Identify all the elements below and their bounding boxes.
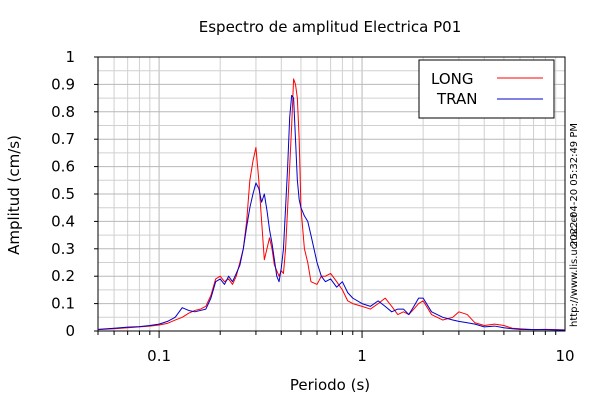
series-line-tran — [97, 94, 566, 331]
series-layer — [97, 78, 566, 331]
legend-label-long: LONG — [431, 70, 473, 88]
y-tick-label: 0.1 — [51, 295, 75, 313]
x-axis-label: Periodo (s) — [290, 376, 370, 394]
series-line-long — [97, 78, 566, 331]
x-tick-label: 1 — [357, 347, 367, 365]
timestamp-label: 2022-04-20 05:32:49 PM — [569, 123, 580, 247]
chart-title: Espectro de amplitud Electrica P01 — [199, 18, 462, 36]
y-tick-label: 1 — [65, 48, 75, 66]
y-tick-label: 0.8 — [51, 103, 75, 121]
y-tick-label: 0 — [65, 322, 75, 340]
y-axis-ticks: 0 0.1 0.2 0.3 0.4 0.5 0.6 0.7 0.8 0.9 1 — [51, 48, 98, 340]
x-axis-ticks: 0.1 1 10 — [97, 331, 575, 365]
x-tick-label: 10 — [555, 347, 574, 365]
y-axis-label: Amplitud (cm/s) — [5, 135, 23, 255]
source-url-label: http://www.lis.ucr.ac.cr — [569, 212, 580, 327]
y-tick-label: 0.3 — [51, 240, 75, 258]
y-tick-label: 0.5 — [51, 185, 75, 203]
y-tick-label: 0.6 — [51, 158, 75, 176]
y-tick-label: 0.4 — [51, 212, 75, 230]
legend-label-tran: TRAN — [436, 90, 477, 108]
y-tick-label: 0.9 — [51, 75, 75, 93]
y-tick-label: 0.2 — [51, 267, 75, 285]
y-tick-label: 0.7 — [51, 130, 75, 148]
x-tick-label: 0.1 — [147, 347, 171, 365]
legend-box — [418, 59, 555, 119]
legend: LONG TRAN — [418, 59, 555, 119]
